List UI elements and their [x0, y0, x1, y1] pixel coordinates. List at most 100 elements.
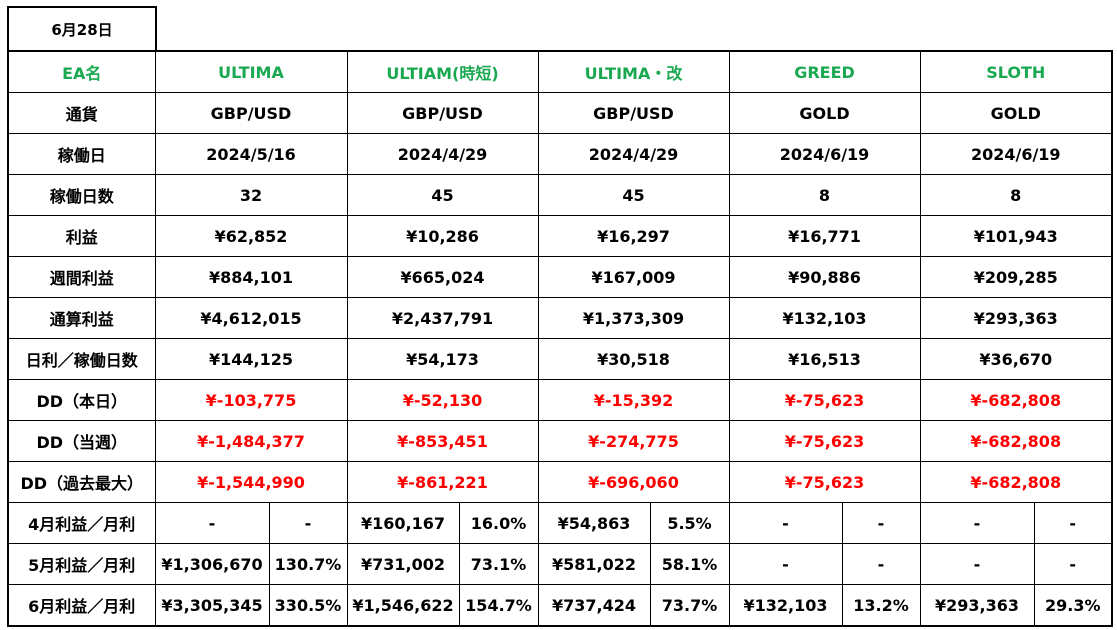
metric-cell: GBP/USD	[537, 92, 730, 134]
metric-cell: GBP/USD	[154, 92, 348, 134]
monthly-amount: ¥1,546,622	[346, 584, 460, 627]
metric-cell: ¥-75,623	[728, 379, 921, 421]
monthly-percent: -	[841, 502, 921, 544]
metric-cell: ¥-682,808	[919, 461, 1113, 503]
metric-cell: ¥4,612,015	[154, 297, 348, 339]
row-label: DD（過去最大）	[7, 461, 156, 503]
metric-cell: ¥10,286	[346, 215, 539, 257]
row-label: 稼働日数	[7, 174, 156, 216]
table-row: DD（当週） ¥-1,484,377 ¥-853,451 ¥-274,775 ¥-75,…	[7, 420, 1113, 462]
metric-cell: 45	[346, 174, 539, 216]
monthly-amount: ¥1,306,670	[154, 543, 270, 585]
monthly-percent: 58.1%	[649, 543, 730, 585]
metric-cell: ¥-682,808	[919, 420, 1113, 462]
metric-cell: 8	[728, 174, 921, 216]
monthly-percent: 154.7%	[458, 584, 539, 627]
row-label: 通算利益	[7, 297, 156, 339]
metric-cell: ¥30,518	[537, 338, 730, 380]
monthly-percent: 16.0%	[458, 502, 539, 544]
metric-cell: 2024/6/19	[728, 133, 921, 175]
ea-name-4: GREED	[728, 50, 921, 93]
metric-cell: 45	[537, 174, 730, 216]
metric-cell: ¥-861,221	[346, 461, 539, 503]
metric-cell: ¥16,771	[728, 215, 921, 257]
metric-cell: ¥16,513	[728, 338, 921, 380]
monthly-percent: 330.5%	[268, 584, 348, 627]
metric-cell: ¥884,101	[154, 256, 348, 298]
table-row: 利益 ¥62,852 ¥10,286 ¥16,297 ¥16,771 ¥101,943	[7, 215, 1113, 257]
metric-cell: ¥-1,544,990	[154, 461, 348, 503]
monthly-amount: ¥132,103	[728, 584, 843, 627]
row-label: 6月利益／月利	[7, 584, 156, 627]
monthly-amount: -	[919, 502, 1035, 544]
row-label: 日利／稼働日数	[7, 338, 156, 380]
monthly-percent: 73.1%	[458, 543, 539, 585]
monthly-percent: 29.3%	[1033, 584, 1113, 627]
monthly-row: 4月利益／月利 - - ¥160,167 16.0% ¥54,863 5.5% - - - -	[7, 502, 1113, 544]
metric-cell: ¥-274,775	[537, 420, 730, 462]
metric-cell: ¥-75,623	[728, 461, 921, 503]
metric-cell: ¥1,373,309	[537, 297, 730, 339]
row-label: DD（当週）	[7, 420, 156, 462]
monthly-amount: ¥581,022	[537, 543, 651, 585]
metric-cell: ¥-853,451	[346, 420, 539, 462]
metric-cell: ¥665,024	[346, 256, 539, 298]
monthly-percent: -	[841, 543, 921, 585]
metric-cell: ¥36,670	[919, 338, 1113, 380]
monthly-amount: -	[154, 502, 270, 544]
metric-cell: ¥144,125	[154, 338, 348, 380]
row-label: DD（本日）	[7, 379, 156, 421]
metric-cell: 2024/4/29	[346, 133, 539, 175]
monthly-percent: 13.2%	[841, 584, 921, 627]
monthly-amount: ¥737,424	[537, 584, 651, 627]
metric-cell: ¥-1,484,377	[154, 420, 348, 462]
table-row: DD（過去最大） ¥-1,544,990 ¥-861,221 ¥-696,060 ¥-7…	[7, 461, 1113, 503]
row-label: 5月利益／月利	[7, 543, 156, 585]
monthly-percent: 5.5%	[649, 502, 730, 544]
metric-cell: ¥-696,060	[537, 461, 730, 503]
row-label: 利益	[7, 215, 156, 257]
metric-cell: 32	[154, 174, 348, 216]
monthly-percent: 73.7%	[649, 584, 730, 627]
row-label: 稼働日	[7, 133, 156, 175]
row-label: 通貨	[7, 92, 156, 134]
monthly-row: 6月利益／月利 ¥3,305,345 330.5% ¥1,546,622 154.7% ¥…	[7, 584, 1113, 627]
monthly-percent: -	[1033, 543, 1113, 585]
table-row: 通算利益 ¥4,612,015 ¥2,437,791 ¥1,373,309 ¥132,1…	[7, 297, 1113, 339]
ea-name-1: ULTIMA	[154, 50, 348, 93]
ea-name-2: ULTIAM(時短)	[346, 50, 539, 93]
table-row: 通貨 GBP/USD GBP/USD GBP/USD GOLD GOLD	[7, 92, 1113, 134]
monthly-percent: -	[1033, 502, 1113, 544]
table-row: 稼働日 2024/5/16 2024/4/29 2024/4/29 2024/6/19 2…	[7, 133, 1113, 175]
monthly-amount: ¥3,305,345	[154, 584, 270, 627]
monthly-amount: -	[919, 543, 1035, 585]
metric-cell: ¥54,173	[346, 338, 539, 380]
monthly-percent: 130.7%	[268, 543, 348, 585]
ea-name-3: ULTIMA・改	[537, 50, 730, 93]
monthly-amount: -	[728, 502, 843, 544]
table-row: 日利／稼働日数 ¥144,125 ¥54,173 ¥30,518 ¥16,513 ¥36,…	[7, 338, 1113, 380]
metric-cell: 8	[919, 174, 1113, 216]
table-row: 週間利益 ¥884,101 ¥665,024 ¥167,009 ¥90,886 ¥209,…	[7, 256, 1113, 298]
monthly-percent: -	[268, 502, 348, 544]
monthly-amount: ¥160,167	[346, 502, 460, 544]
monthly-row: 5月利益／月利 ¥1,306,670 130.7% ¥731,002 73.1% ¥581…	[7, 543, 1113, 585]
ea-performance-table: EA名 ULTIMA ULTIAM(時短) ULTIMA・改 GREED SLOTH 通貨 G…	[7, 50, 1113, 627]
metric-cell: ¥101,943	[919, 215, 1113, 257]
ea-name-header: EA名	[7, 50, 156, 93]
monthly-amount: ¥293,363	[919, 584, 1035, 627]
metric-cell: ¥209,285	[919, 256, 1113, 298]
metric-cell: ¥2,437,791	[346, 297, 539, 339]
metric-cell: GOLD	[728, 92, 921, 134]
metric-cell: ¥-75,623	[728, 420, 921, 462]
row-label: 週間利益	[7, 256, 156, 298]
ea-name-5: SLOTH	[919, 50, 1113, 93]
metric-cell: GBP/USD	[346, 92, 539, 134]
metric-cell: ¥132,103	[728, 297, 921, 339]
header-row: EA名 ULTIMA ULTIAM(時短) ULTIMA・改 GREED SLOTH	[7, 50, 1113, 93]
metric-cell: ¥90,886	[728, 256, 921, 298]
metric-cell: 2024/5/16	[154, 133, 348, 175]
metric-cell: 2024/6/19	[919, 133, 1113, 175]
metric-cell: GOLD	[919, 92, 1113, 134]
table-row: DD（本日） ¥-103,775 ¥-52,130 ¥-15,392 ¥-75,623 ¥…	[7, 379, 1113, 421]
